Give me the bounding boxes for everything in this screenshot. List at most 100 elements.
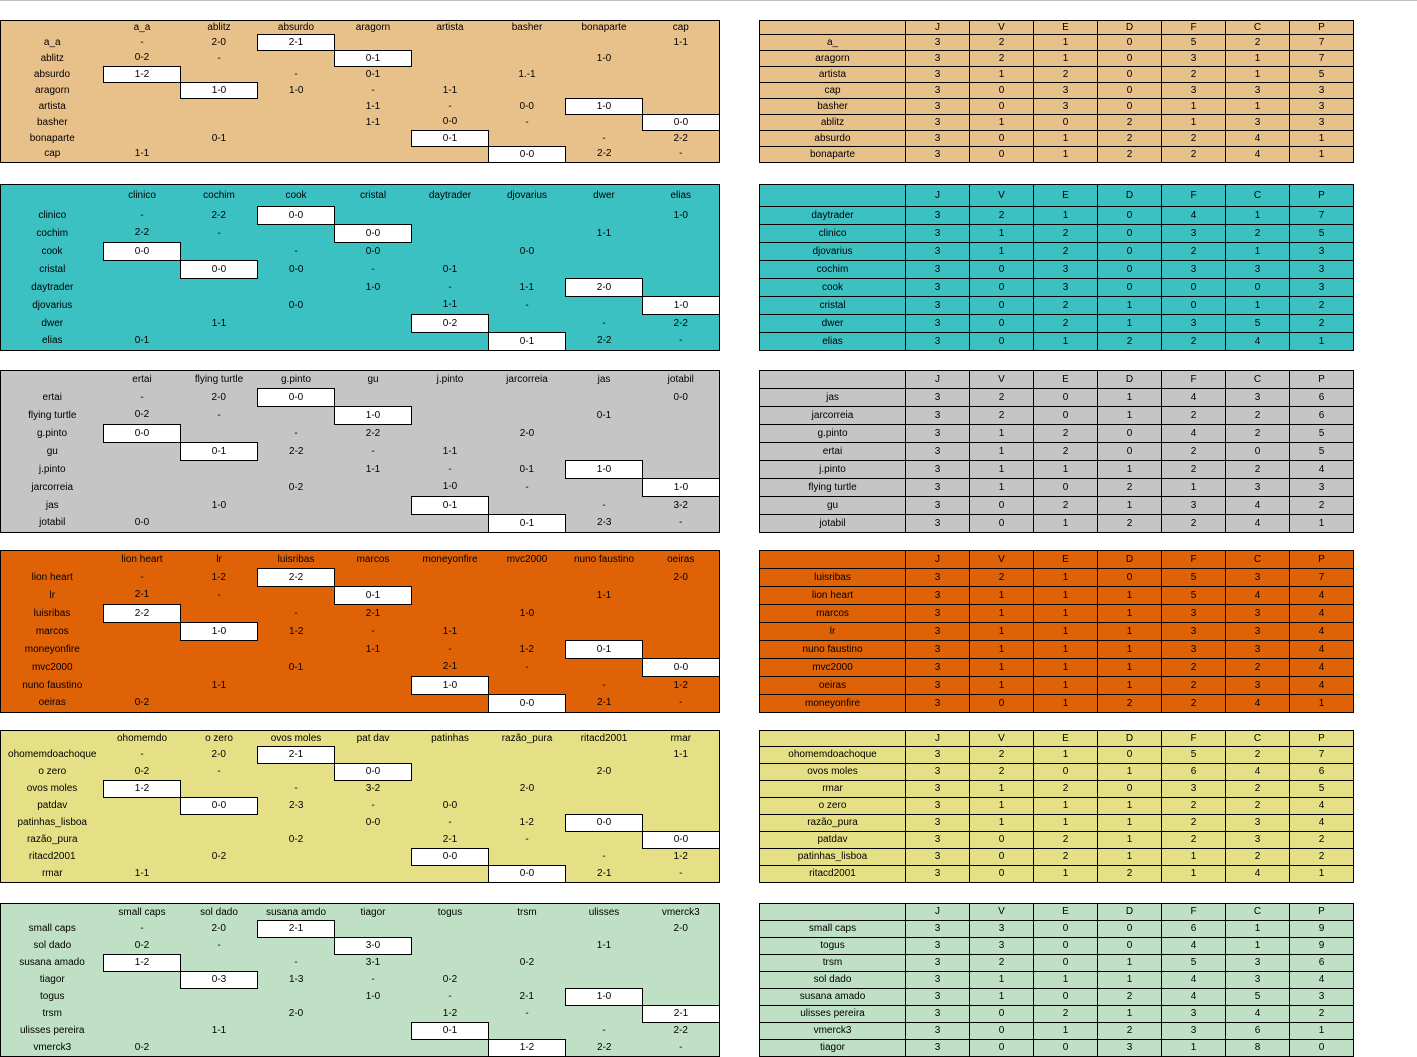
standings-team-name[interactable]: tiagor <box>759 1039 906 1057</box>
matrix-column-header[interactable]: jarcorreia <box>506 374 548 386</box>
matrix-corner-cell[interactable] <box>1 551 104 569</box>
standings-stat-cell[interactable]: 0 <box>969 278 1034 297</box>
matrix-score-cell[interactable]: 2-1 <box>442 833 458 845</box>
matrix-score-cell[interactable]: 2-2 <box>673 317 688 329</box>
matrix-score-cell[interactable] <box>643 798 720 815</box>
matrix-score-cell[interactable] <box>181 115 258 131</box>
matrix-score-cell[interactable] <box>258 815 335 832</box>
standings-stat-cell[interactable]: 2 <box>1161 442 1226 461</box>
standings-stat-cell[interactable]: 3 <box>905 848 970 866</box>
matrix-score-cell[interactable] <box>566 623 643 641</box>
standings-stat-cell[interactable]: 3 <box>1225 831 1290 849</box>
standings-stat-cell[interactable]: 4 <box>1289 971 1354 989</box>
standings-column-header[interactable] <box>759 730 906 747</box>
standings-column-header[interactable] <box>759 370 906 389</box>
matrix-score-cell[interactable] <box>489 938 566 955</box>
matrix-column-header[interactable]: djovarius <box>506 190 548 202</box>
matrix-score-cell[interactable] <box>258 147 335 163</box>
standings-team-name[interactable]: bonaparte <box>759 146 906 163</box>
standings-stat-cell[interactable]: 3 <box>905 424 970 443</box>
matrix-score-cell[interactable]: 2-1 <box>642 1005 720 1023</box>
matrix-row-header[interactable]: jas <box>45 499 59 511</box>
matrix-score-cell[interactable]: - <box>294 68 298 80</box>
matrix-score-cell[interactable] <box>412 747 489 764</box>
matrix-row-header[interactable]: moneyonfire <box>24 643 80 655</box>
standings-column-header[interactable]: D <box>1097 730 1162 747</box>
matrix-score-cell[interactable]: 2-2 <box>211 209 226 221</box>
standings-stat-cell[interactable]: 0 <box>1033 1039 1098 1057</box>
standings-stat-cell[interactable]: 2 <box>1097 694 1162 713</box>
matrix-corner-cell[interactable] <box>1 731 104 747</box>
matrix-score-cell[interactable] <box>104 461 181 479</box>
matrix-score-cell[interactable] <box>412 207 489 225</box>
matrix-score-cell[interactable] <box>335 832 412 849</box>
matrix-score-cell[interactable] <box>104 972 181 989</box>
standings-stat-cell[interactable]: 2 <box>1289 296 1354 315</box>
matrix-score-cell[interactable] <box>104 297 181 315</box>
matrix-score-cell[interactable]: - <box>602 1025 606 1036</box>
standings-stat-cell[interactable]: 1 <box>969 676 1034 695</box>
standings-team-name[interactable]: dwer <box>759 314 906 333</box>
standings-stat-cell[interactable]: 2 <box>1161 406 1226 425</box>
standings-column-header[interactable]: E <box>1033 370 1098 389</box>
standings-stat-cell[interactable]: 4 <box>1225 130 1290 147</box>
matrix-score-cell[interactable]: 1-0 <box>642 296 720 315</box>
standings-stat-cell[interactable]: 3 <box>1033 260 1098 279</box>
matrix-score-cell[interactable] <box>412 587 489 605</box>
matrix-score-cell[interactable] <box>412 695 489 713</box>
matrix-score-cell[interactable]: 2-0 <box>211 36 226 48</box>
matrix-score-cell[interactable] <box>566 659 643 677</box>
matrix-row-header[interactable]: cristal <box>39 263 66 275</box>
matrix-column-header[interactable]: j.pinto <box>436 374 464 386</box>
standings-stat-cell[interactable]: 6 <box>1225 1022 1290 1040</box>
matrix-score-cell[interactable] <box>335 659 412 677</box>
standings-stat-cell[interactable]: 2 <box>1097 865 1162 883</box>
standings-column-header[interactable]: E <box>1033 903 1098 921</box>
standings-stat-cell[interactable]: 0 <box>1225 278 1290 297</box>
standings-stat-cell[interactable]: 1 <box>1289 514 1354 533</box>
matrix-score-cell[interactable] <box>181 279 258 297</box>
matrix-score-cell[interactable]: 2-2 <box>597 148 612 160</box>
standings-column-header[interactable]: J <box>905 370 970 389</box>
matrix-score-cell[interactable]: 0-0 <box>488 694 566 713</box>
matrix-row-header[interactable]: cook <box>41 245 63 257</box>
standings-stat-cell[interactable]: 3 <box>905 937 970 955</box>
matrix-score-cell[interactable]: 1-1 <box>596 227 612 239</box>
standings-stat-cell[interactable]: 4 <box>1225 496 1290 515</box>
standings-team-name[interactable]: susana amado <box>759 988 906 1006</box>
standings-stat-cell[interactable]: 3 <box>1225 954 1290 972</box>
matrix-score-cell[interactable] <box>104 315 181 333</box>
matrix-row-header[interactable]: luisribas <box>33 607 71 619</box>
matrix-column-header[interactable]: clinico <box>128 190 156 202</box>
standings-stat-cell[interactable]: 1 <box>1289 694 1354 713</box>
matrix-score-cell[interactable] <box>104 99 181 115</box>
standings-stat-cell[interactable]: 0 <box>1033 406 1098 425</box>
matrix-score-cell[interactable]: 1-0 <box>365 991 381 1002</box>
standings-stat-cell[interactable]: 3 <box>1289 114 1354 131</box>
standings-stat-cell[interactable]: 2 <box>1097 114 1162 131</box>
standings-stat-cell[interactable]: 2 <box>1033 224 1098 243</box>
standings-stat-cell[interactable]: 3 <box>1225 814 1290 832</box>
standings-stat-cell[interactable]: 4 <box>1161 206 1226 225</box>
matrix-score-cell[interactable]: 2-0 <box>596 766 612 777</box>
matrix-score-cell[interactable]: - <box>448 100 452 112</box>
standings-stat-cell[interactable]: 1 <box>1097 586 1162 605</box>
standings-stat-cell[interactable]: 3 <box>1161 82 1226 99</box>
standings-stat-cell[interactable]: 3 <box>1225 676 1290 695</box>
matrix-score-cell[interactable]: - <box>602 499 606 511</box>
standings-stat-cell[interactable]: 4 <box>1289 640 1354 659</box>
matrix-score-cell[interactable]: 1-0 <box>642 478 720 497</box>
standings-stat-cell[interactable]: 4 <box>1289 460 1354 479</box>
standings-stat-cell[interactable]: 3 <box>905 206 970 225</box>
standings-stat-cell[interactable]: 1 <box>1097 848 1162 866</box>
standings-stat-cell[interactable]: 5 <box>1161 746 1226 764</box>
standings-stat-cell[interactable]: 1 <box>1033 622 1098 641</box>
standings-stat-cell[interactable]: 3 <box>1033 278 1098 297</box>
matrix-column-header[interactable]: lion heart <box>121 554 163 566</box>
matrix-score-cell[interactable] <box>643 243 720 261</box>
standings-team-name[interactable]: togus <box>759 937 906 955</box>
matrix-score-cell[interactable] <box>335 695 412 713</box>
standings-stat-cell[interactable]: 1 <box>1033 814 1098 832</box>
matrix-corner-cell[interactable] <box>1 371 104 389</box>
matrix-score-cell[interactable]: 1-0 <box>442 481 458 493</box>
